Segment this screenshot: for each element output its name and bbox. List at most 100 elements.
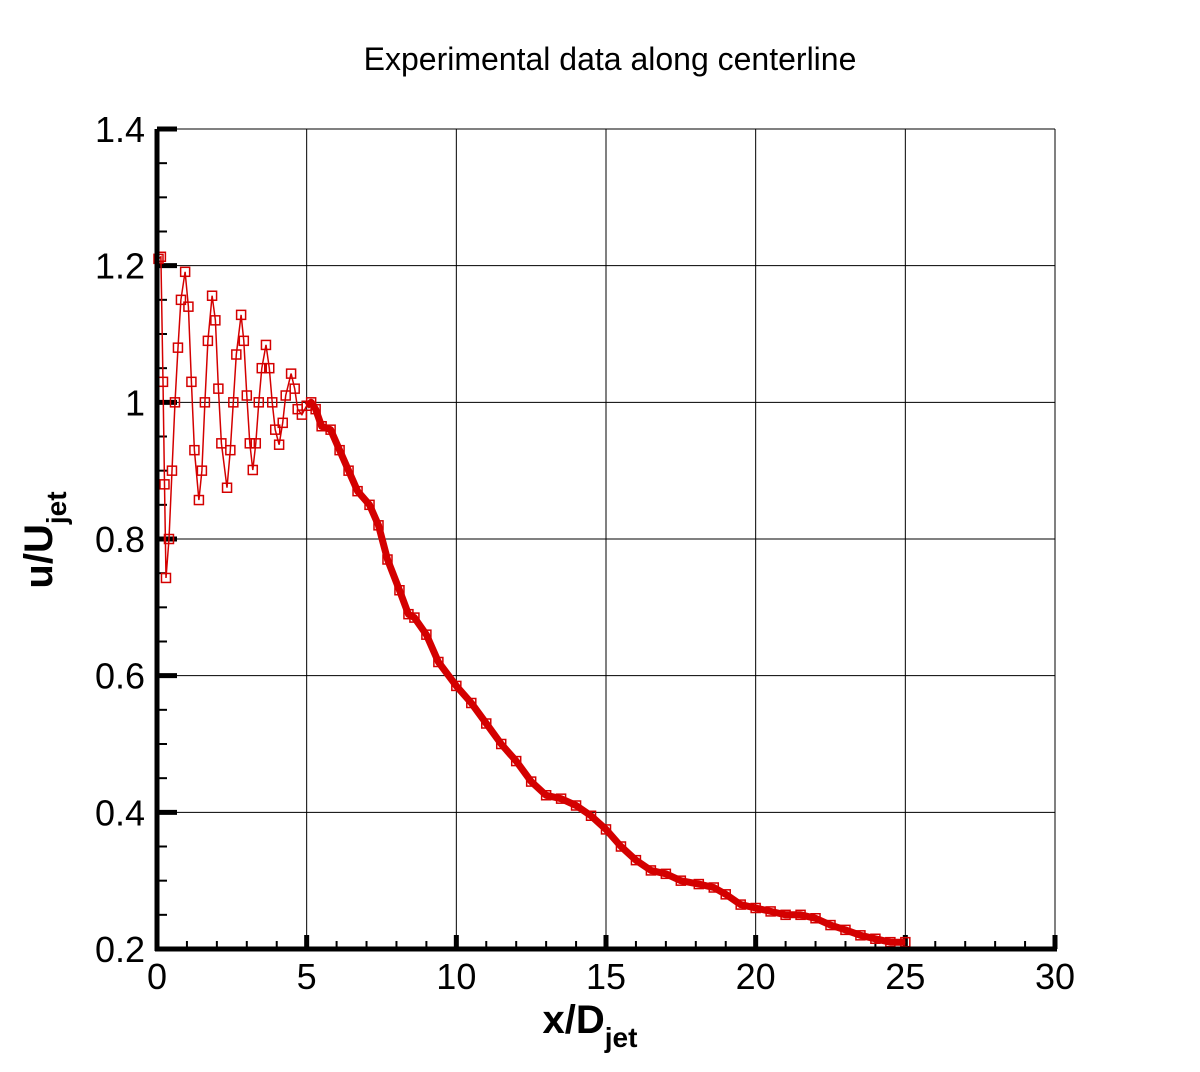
data-point <box>189 444 200 456</box>
data-point <box>169 397 181 408</box>
data-point <box>159 479 170 490</box>
data-point <box>273 439 285 450</box>
data-point <box>615 841 627 852</box>
data-point <box>810 913 821 924</box>
data-point <box>780 909 791 921</box>
x-tick-label: 15 <box>586 956 626 997</box>
y-tick-label: 1.4 <box>95 109 145 150</box>
data-point <box>179 266 191 278</box>
data-point <box>256 362 268 374</box>
data-point <box>481 718 492 729</box>
y-tick-label: 0.6 <box>95 656 145 697</box>
data-point <box>421 629 432 640</box>
data-point <box>630 854 642 866</box>
data-point <box>264 362 275 374</box>
y-tick-label: 1.2 <box>95 246 145 287</box>
data-point <box>250 438 262 449</box>
x-tick-label: 5 <box>297 956 317 997</box>
data-point <box>555 793 567 804</box>
data-point <box>825 919 836 931</box>
data-point <box>238 335 250 347</box>
data-point <box>160 572 172 584</box>
data-point <box>735 899 746 910</box>
data-point <box>210 315 221 326</box>
y-axis-label-sub: jet <box>41 491 72 525</box>
y-tick-label: 1 <box>125 382 145 423</box>
data-point <box>183 301 194 312</box>
data-point <box>266 397 278 408</box>
data-point <box>166 465 178 476</box>
data-point <box>373 520 384 531</box>
data-point <box>570 800 582 811</box>
data-point <box>403 608 414 620</box>
data-point <box>186 376 197 388</box>
data-point <box>163 533 175 545</box>
data-point <box>280 390 291 401</box>
data-point <box>325 424 336 435</box>
data-point <box>216 438 227 449</box>
x-axis-label: x/Djet <box>543 998 638 1053</box>
data-point <box>310 403 321 415</box>
y-axis-label: u/Ujet <box>17 491 72 588</box>
data-point <box>855 930 866 941</box>
data-point <box>645 865 657 876</box>
data-point <box>510 755 522 767</box>
data-point <box>540 790 552 801</box>
data-point <box>585 810 597 821</box>
series-line <box>158 255 906 943</box>
data-point <box>253 397 265 408</box>
data-point <box>247 464 259 476</box>
data-point <box>225 444 236 456</box>
data-point <box>675 875 687 886</box>
data-point <box>870 933 881 944</box>
data-point <box>175 294 187 306</box>
data-point <box>409 612 420 623</box>
data-point <box>241 390 253 401</box>
x-tick-label: 20 <box>736 956 776 997</box>
data-point <box>352 485 363 497</box>
data-point <box>765 906 776 917</box>
data-point <box>228 397 239 408</box>
data-point <box>343 465 354 476</box>
data-point <box>196 465 208 476</box>
data-point <box>708 882 720 893</box>
x-axis-label-main: x/D <box>543 998 605 1042</box>
data-point <box>600 824 612 835</box>
data-point <box>382 554 393 565</box>
data-point <box>433 656 444 668</box>
data-point <box>221 482 233 493</box>
data-point <box>193 494 205 506</box>
data-point <box>231 349 242 360</box>
data-point <box>172 342 184 353</box>
data-series <box>153 251 911 948</box>
y-tick-label: 0.4 <box>95 792 145 833</box>
y-axis-label-main: u/U <box>17 524 61 588</box>
data-point <box>285 368 297 379</box>
data-point <box>795 909 806 921</box>
y-tick-label: 0.2 <box>95 929 145 970</box>
data-point <box>693 878 705 890</box>
chart-title: Experimental data along centerline <box>364 41 857 77</box>
data-point <box>260 339 272 351</box>
x-axis-label-sub: jet <box>604 1022 638 1053</box>
data-point <box>525 776 537 787</box>
data-point <box>660 868 672 880</box>
data-point <box>213 383 224 394</box>
data-point <box>269 424 281 435</box>
data-point <box>277 417 288 429</box>
data-point <box>199 397 211 408</box>
x-tick-label: 0 <box>147 956 167 997</box>
data-point <box>466 697 477 709</box>
data-point <box>720 889 731 900</box>
data-point <box>364 499 375 511</box>
data-point <box>334 444 345 456</box>
data-point <box>244 438 256 449</box>
y-tick-label: 0.8 <box>95 519 145 560</box>
data-point <box>750 902 761 914</box>
data-point <box>840 924 851 936</box>
data-point <box>235 309 247 321</box>
x-tick-label: 10 <box>436 956 476 997</box>
data-point <box>394 585 405 596</box>
